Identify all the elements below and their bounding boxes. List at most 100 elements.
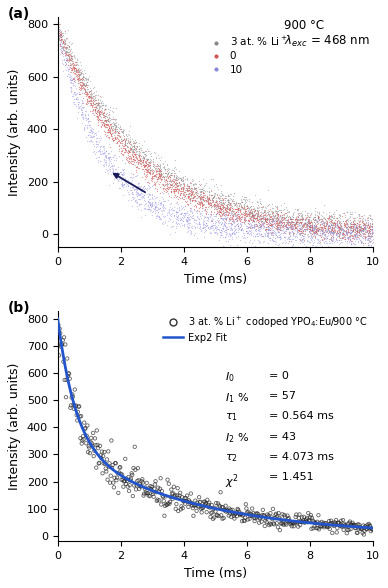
Point (308, 234, 314, 243)
Point (252, 206, 258, 215)
Point (68, 39, 74, 49)
Point (112, 165, 118, 174)
Point (93, 136, 99, 146)
Point (110, 166, 116, 176)
Point (142, 149, 148, 158)
Point (126, 480, 133, 490)
Point (360, 224, 367, 233)
Point (80, 82, 86, 92)
Point (299, 213, 305, 222)
Point (235, 213, 241, 223)
Point (75, 71, 81, 81)
Point (114, 132, 120, 142)
Point (193, 189, 199, 199)
Point (224, 222, 230, 232)
Point (154, 159, 160, 169)
Point (241, 215, 247, 225)
Point (306, 221, 312, 230)
Point (136, 200, 142, 209)
Point (88, 131, 94, 141)
Point (169, 180, 175, 189)
Point (258, 512, 264, 522)
Point (277, 211, 283, 220)
Point (255, 201, 262, 210)
Point (198, 186, 204, 196)
Point (337, 217, 343, 226)
Point (157, 203, 163, 213)
Point (313, 216, 319, 225)
Point (211, 181, 217, 191)
Point (259, 231, 265, 240)
Point (270, 210, 277, 219)
Point (296, 218, 303, 228)
Point (113, 121, 120, 130)
Point (272, 237, 278, 246)
Point (269, 514, 275, 524)
Point (279, 238, 285, 248)
Point (74, 68, 80, 77)
Point (360, 233, 366, 243)
Point (255, 215, 261, 225)
Point (66, 63, 72, 72)
Point (217, 195, 223, 205)
Point (180, 176, 186, 185)
Point (140, 183, 146, 192)
Point (315, 224, 322, 233)
Point (287, 218, 293, 227)
Point (283, 217, 289, 226)
Point (112, 115, 118, 125)
Point (346, 228, 353, 238)
Point (74, 54, 80, 64)
Point (185, 219, 192, 228)
Point (70, 400, 76, 409)
Point (340, 229, 346, 238)
Point (124, 138, 130, 147)
Point (78, 99, 85, 108)
Point (369, 229, 375, 238)
Text: = 4.073 ms: = 4.073 ms (269, 452, 334, 462)
Point (254, 220, 260, 229)
Point (265, 248, 271, 257)
Point (145, 158, 151, 167)
Point (109, 168, 115, 177)
Point (111, 174, 117, 183)
Point (180, 172, 186, 182)
Point (68, 67, 74, 76)
Point (291, 229, 297, 238)
Point (169, 166, 175, 175)
Point (345, 215, 351, 224)
Point (181, 219, 187, 229)
Point (120, 143, 126, 152)
Point (150, 160, 156, 169)
Point (188, 212, 194, 222)
Point (324, 215, 331, 224)
Point (127, 151, 133, 161)
Point (89, 96, 95, 106)
Point (179, 176, 185, 186)
Point (175, 210, 182, 219)
Point (257, 195, 263, 204)
Point (189, 193, 196, 203)
Point (69, 55, 75, 64)
Point (187, 228, 193, 238)
Point (64, 354, 70, 363)
Point (361, 228, 367, 238)
Point (74, 416, 80, 425)
Point (74, 67, 80, 76)
Point (109, 463, 115, 473)
Point (320, 224, 326, 233)
Point (321, 233, 327, 243)
Point (304, 223, 310, 233)
Point (367, 213, 373, 223)
Point (127, 136, 133, 145)
Point (289, 224, 296, 233)
Point (305, 509, 312, 518)
Point (287, 231, 293, 240)
Point (105, 116, 111, 126)
Point (85, 76, 91, 85)
Point (121, 135, 127, 144)
Point (152, 171, 158, 180)
Point (239, 516, 245, 526)
Point (84, 87, 90, 96)
Point (230, 196, 237, 205)
